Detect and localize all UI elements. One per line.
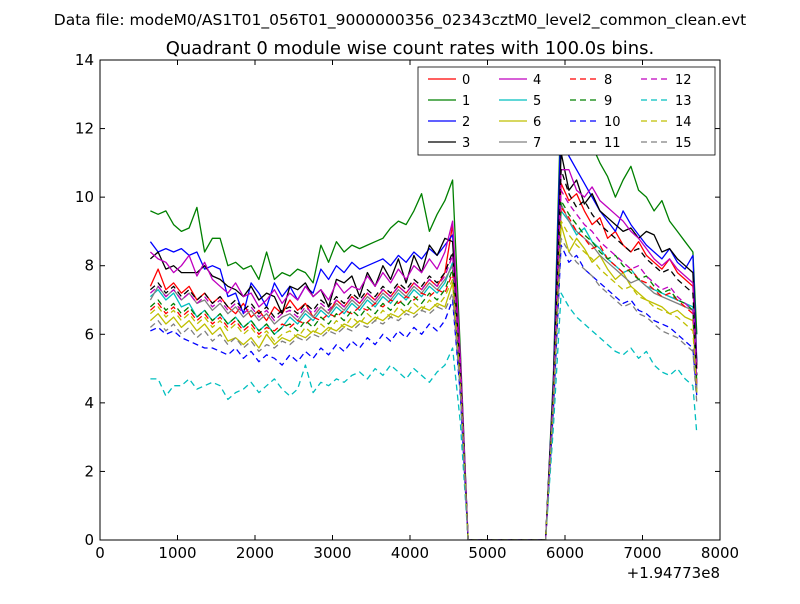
legend-label: 13 [675,94,692,109]
legend-label: 15 [675,136,692,151]
legend-label: 5 [533,94,541,109]
x-tick-label: 8000 [701,544,739,562]
legend-label: 14 [675,115,692,130]
series-line-8 [149,206,698,540]
x-tick-label: 1000 [158,544,196,562]
y-tick-label: 2 [84,462,94,480]
series-line-0 [149,182,698,540]
x-tick-label: 5000 [468,544,506,562]
y-tick-label: 4 [84,394,94,412]
legend-label: 6 [533,115,541,130]
series-line-10 [150,244,698,540]
x-tick-label: 0 [95,544,105,562]
y-tick-label: 6 [84,325,94,343]
y-tick-label: 8 [84,257,94,275]
x-tick-label: 4000 [391,544,429,562]
legend-box [417,66,716,156]
series-line-6 [149,223,698,540]
series-line-1 [150,97,698,540]
chart-title: Quadrant 0 module wise count rates with … [166,38,655,59]
legend-label: 7 [533,136,541,151]
series-line-4 [149,169,698,540]
y-tick-label: 0 [84,531,94,549]
legend-label: 11 [604,136,621,151]
legend-label: 3 [462,136,470,151]
x-tick-label: 2000 [236,544,274,562]
plot-area: 0 1000 2000 3000 4000 5000 6000 7000 80000246810… [75,51,739,562]
series-line-13 [150,292,698,540]
y-tick-label: 14 [75,51,94,69]
series-group [149,97,698,540]
legend-label: 0 [462,73,470,88]
y-tick-label: 12 [75,120,94,138]
legend-label: 1 [462,94,470,109]
legend-label: 9 [604,94,612,109]
legend-label: 8 [604,73,612,88]
legend-label: 4 [533,73,541,88]
x-tick-label: 7000 [623,544,661,562]
y-tick-label: 10 [75,188,94,206]
legend-label: 12 [675,73,692,88]
series-line-2 [149,117,698,540]
x-axis-offset-label: +1.94773e8 [627,564,720,582]
legend-label: 10 [604,115,621,130]
series-line-15 [149,237,698,540]
series-line-9 [149,199,698,540]
series-line-7 [149,203,698,540]
x-tick-label: 3000 [313,544,351,562]
figure-suptitle: Data file: modeM0/AS1T01_056T01_90000003… [54,11,746,30]
x-tick-label: 6000 [546,544,584,562]
series-line-5 [149,210,698,540]
legend-label: 2 [462,115,470,130]
